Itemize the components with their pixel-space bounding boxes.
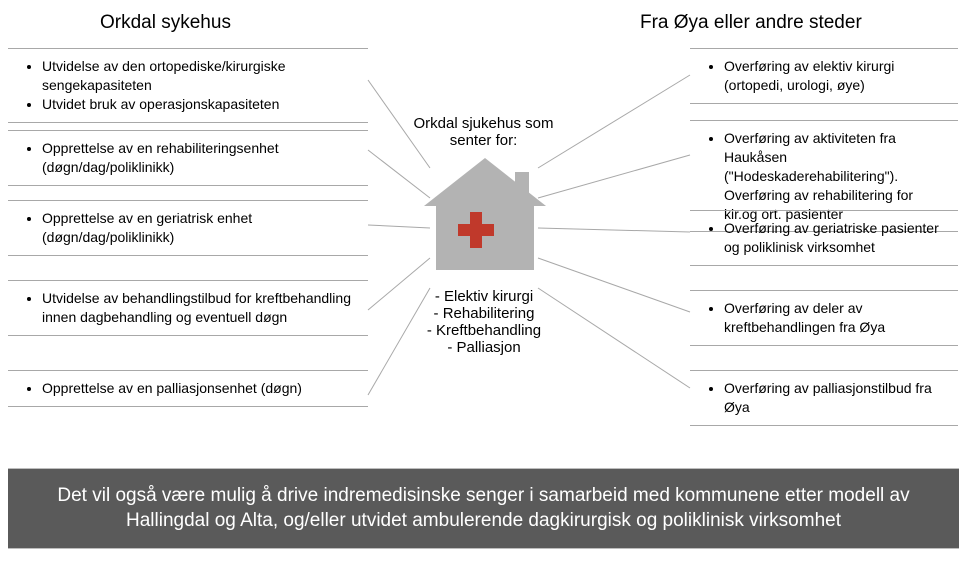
left-box-5: Opprettelse av en palliasjonsenhet (døgn… xyxy=(8,370,368,407)
left-box-4: Utvidelse av behandlingstilbud for kreft… xyxy=(8,280,368,336)
right-box-3: Overføring av geriatriske pasienter og p… xyxy=(690,210,958,266)
right-box-4-item-1: Overføring av deler av kreftbehandlingen… xyxy=(724,299,948,337)
center-service-1: - Elektiv kirurgi xyxy=(398,288,570,305)
left-box-2-item-1: Opprettelse av en rehabiliteringsenhet (… xyxy=(42,139,358,177)
left-box-3-item-1: Opprettelse av en geriatrisk enhet (døgn… xyxy=(42,209,358,247)
left-box-1: Utvidelse av den ortopediske/kirurgiske … xyxy=(8,48,368,123)
left-box-2: Opprettelse av en rehabiliteringsenhet (… xyxy=(8,130,368,186)
center-services-list: - Elektiv kirurgi- Rehabilitering- Kreft… xyxy=(398,288,570,356)
center-title: Orkdal sjukehus som senter for: xyxy=(406,115,561,149)
left-box-4-item-1: Utvidelse av behandlingstilbud for kreft… xyxy=(42,289,358,327)
left-column-header: Orkdal sykehus xyxy=(100,12,231,34)
right-box-3-item-1: Overføring av geriatriske pasienter og p… xyxy=(724,219,948,257)
center-service-3: - Kreftbehandling xyxy=(398,322,570,339)
left-box-1-item-1: Utvidelse av den ortopediske/kirurgiske … xyxy=(42,57,358,95)
left-box-3: Opprettelse av en geriatrisk enhet (døgn… xyxy=(8,200,368,256)
left-box-5-item-1: Opprettelse av en palliasjonsenhet (døgn… xyxy=(42,379,358,398)
house-body xyxy=(436,206,534,270)
right-box-1-item-1: Overføring av elektiv kirurgi (ortopedi,… xyxy=(724,57,948,95)
center-service-4: - Palliasjon xyxy=(398,339,570,356)
right-box-4: Overføring av deler av kreftbehandlingen… xyxy=(690,290,958,346)
footer-note: Det vil også være mulig å drive indremed… xyxy=(8,468,959,549)
right-box-5: Overføring av palliasjonstilbud fra Øya xyxy=(690,370,958,426)
house-icon xyxy=(420,158,550,278)
house-chimney xyxy=(515,172,529,200)
left-box-1-item-2: Utvidet bruk av operasjonskapasiteten xyxy=(42,95,358,114)
right-box-1: Overføring av elektiv kirurgi (ortopedi,… xyxy=(690,48,958,104)
right-box-5-item-1: Overføring av palliasjonstilbud fra Øya xyxy=(724,379,948,417)
center-service-2: - Rehabilitering xyxy=(398,305,570,322)
right-column-header: Fra Øya eller andre steder xyxy=(640,12,862,34)
